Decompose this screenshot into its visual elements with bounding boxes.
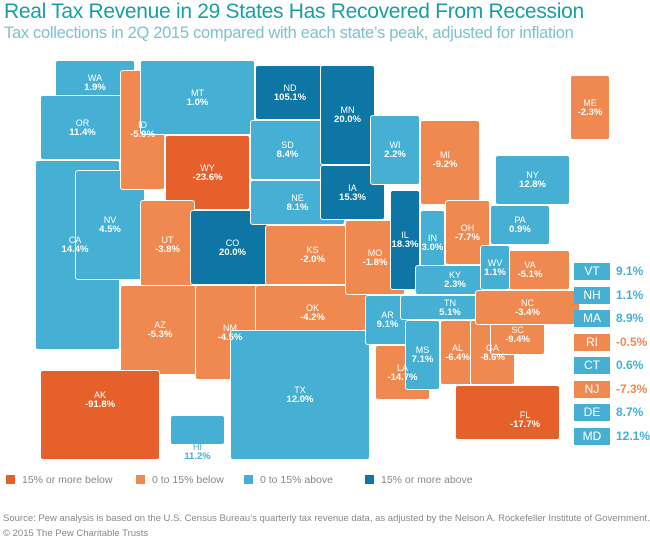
state-abbr: DE xyxy=(574,404,610,421)
state-ut xyxy=(140,200,195,290)
state-tx xyxy=(230,330,370,460)
us-state-map: WA 1.9% OR 11.4% CA 14.4% NV 4.5% ID -5.9% MT 1.0% W… xyxy=(0,50,650,462)
state-al xyxy=(440,320,475,385)
state-in xyxy=(420,210,445,275)
state-pa xyxy=(490,205,550,245)
state-nc xyxy=(475,290,580,325)
small-state-ct: CT 0.6% xyxy=(574,357,650,374)
legend-item: 0 to 15% below xyxy=(136,474,224,486)
state-ms xyxy=(405,320,440,390)
chart-title: Real Tax Revenue in 29 States Has Recove… xyxy=(4,0,584,23)
small-state-ma: MA 8.9% xyxy=(574,310,650,327)
state-abbr: RI xyxy=(574,333,610,351)
state-abbr: VT xyxy=(574,263,610,280)
state-sd xyxy=(250,120,325,180)
small-state-vt: VT 9.1% xyxy=(574,263,650,280)
legend-item: 0 to 15% above xyxy=(244,474,333,486)
state-or xyxy=(40,95,125,160)
legend-label: 15% or more above xyxy=(381,474,473,486)
source-note: Source: Pew analysis is based on the U.S… xyxy=(3,513,650,524)
state-value: 11.2% xyxy=(184,451,211,462)
state-hi xyxy=(170,415,225,445)
legend-label: 0 to 15% below xyxy=(152,474,224,486)
state-mt xyxy=(140,60,255,135)
legend-swatch xyxy=(136,475,145,484)
state-abbr: CT xyxy=(574,357,610,374)
state-abbr: NH xyxy=(574,286,610,304)
state-value: 8.7% xyxy=(616,405,644,419)
state-abbr: MD xyxy=(574,427,610,445)
legend-label: 15% or more below xyxy=(22,474,113,486)
legend-swatch xyxy=(244,475,253,484)
state-ny xyxy=(495,155,570,205)
legend-item: 15% or more above xyxy=(365,474,473,486)
legend-item: 15% or more below xyxy=(6,474,112,486)
state-mn xyxy=(320,65,375,165)
legend-label: 0 to 15% above xyxy=(260,474,333,486)
small-state-nh: NH 1.1% xyxy=(574,286,650,304)
state-ak xyxy=(40,370,160,460)
copyright: © 2015 The Pew Charitable Trusts xyxy=(3,528,149,539)
state-nd xyxy=(255,65,325,120)
state-wy xyxy=(165,135,250,210)
state-me xyxy=(570,75,610,140)
state-value: 9.1% xyxy=(616,264,644,278)
state-fl xyxy=(455,385,560,440)
legend-swatch xyxy=(365,475,374,484)
small-state-nj: NJ -7.3% xyxy=(574,380,650,398)
state-value: -7.3% xyxy=(616,381,648,396)
state-label: HI 11.2% xyxy=(184,442,210,462)
state-value: 1.1% xyxy=(616,287,644,302)
state-wi xyxy=(370,115,420,185)
state-ks xyxy=(265,225,360,285)
state-az xyxy=(120,285,200,375)
state-mi xyxy=(420,120,480,205)
state-value: 12.1% xyxy=(616,428,650,443)
legend-swatch xyxy=(6,475,15,484)
state-wv xyxy=(480,245,510,290)
state-abbr: NJ xyxy=(574,380,610,398)
small-state-de: DE 8.7% xyxy=(574,404,650,421)
state-value: 0.6% xyxy=(616,358,644,372)
chart-subtitle: Tax collections in 2Q 2015 compared with… xyxy=(4,24,574,42)
state-abbr: MA xyxy=(574,310,610,327)
small-state-md: MD 12.1% xyxy=(574,427,650,445)
small-state-ri: RI -0.5% xyxy=(574,333,650,351)
state-value: 8.9% xyxy=(616,311,644,325)
state-value: -0.5% xyxy=(616,334,648,349)
